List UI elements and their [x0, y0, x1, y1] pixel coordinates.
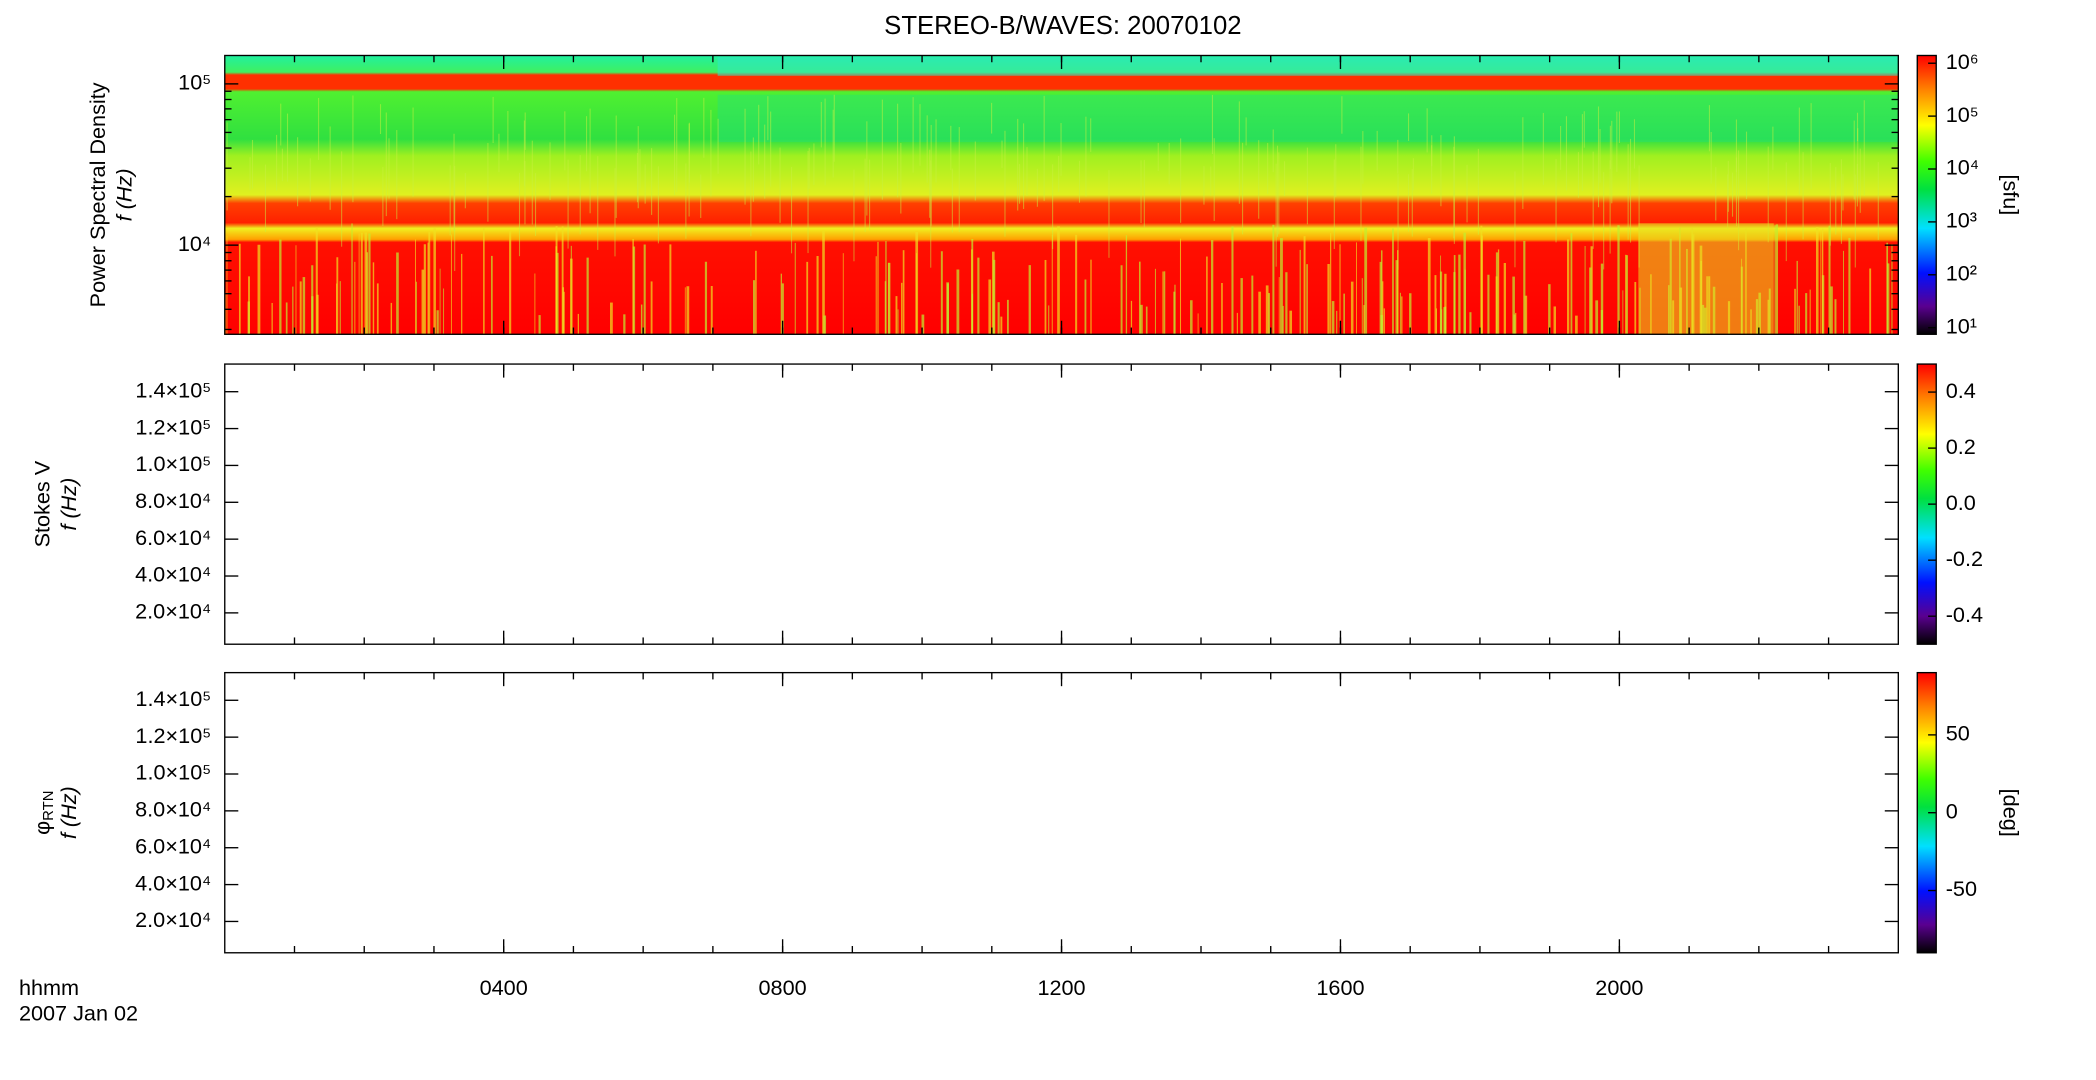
colorbar-tick-label: -0.2 — [1946, 546, 1983, 571]
y-tick-label: 2.0×10⁴ — [135, 599, 211, 624]
colorbar-tick-label: -0.4 — [1946, 602, 1983, 627]
y-tick-label: 1.0×10⁵ — [135, 760, 211, 785]
spectrogram-streaks — [224, 94, 1899, 335]
colorbar-tick-label: 10³ — [1946, 208, 1977, 233]
colorbar-tick-label: 10⁴ — [1946, 155, 1979, 180]
y-axis-label: f (Hz) — [112, 168, 137, 221]
colorbar-tick-label: 0 — [1946, 798, 1958, 823]
y-tick-label: 6.0×10⁴ — [135, 525, 211, 550]
x-axis-date: 2007 Jan 02 — [19, 1001, 138, 1026]
colorbar-tick-label: 0.2 — [1946, 434, 1976, 459]
colorbar-tick-label: 10² — [1946, 261, 1977, 286]
y-tick-label: 1.2×10⁵ — [135, 723, 211, 748]
chart-title: STEREO-B/WAVES: 20070102 — [884, 12, 1241, 40]
colorbar — [1916, 54, 1937, 335]
spectrogram-region — [717, 56, 1899, 76]
y-axis-label: Power Spectral Density — [85, 82, 110, 307]
colorbar-tick-label: 0.0 — [1946, 490, 1976, 515]
y-tick-label: 4.0×10⁴ — [135, 870, 211, 895]
colorbar-label: [sfu] — [1999, 174, 2024, 215]
y-axis-label-text: Stokes V — [29, 460, 54, 547]
x-tick-label: 1200 — [1037, 975, 1085, 1000]
spectrogram-region — [717, 94, 1899, 143]
y-axis-label-text: Power Spectral Density — [85, 82, 110, 307]
colorbar-tick-label: 10⁵ — [1946, 102, 1979, 127]
y-tick-label: 6.0×10⁴ — [135, 833, 211, 858]
y-axis-label: Stokes V — [29, 460, 54, 547]
y-tick-label: 4.0×10⁴ — [135, 562, 211, 587]
colorbar-tick-label: 50 — [1946, 721, 1970, 746]
y-tick-label: 10⁴ — [178, 231, 211, 256]
y-axis-label: f (Hz) — [56, 478, 81, 531]
y-axis-label: φRTN — [29, 791, 57, 835]
y-axis-label-text: φ — [29, 821, 54, 835]
y-tick-label: 1.0×10⁵ — [135, 451, 211, 476]
plot-frame — [224, 363, 1899, 645]
colorbar-tick-label: 0.4 — [1946, 378, 1976, 403]
colorbar-tick-label: -50 — [1946, 876, 1977, 901]
y-tick-label: 1.4×10⁵ — [135, 686, 211, 711]
colorbar-label: [deg] — [1999, 789, 2024, 837]
x-axis-label: hhmm — [19, 975, 79, 1000]
y-tick-label: 8.0×10⁴ — [135, 797, 211, 822]
x-tick-label: 0800 — [759, 975, 807, 1000]
plot-frame — [224, 671, 1899, 954]
y-axis-label: f (Hz) — [56, 786, 81, 839]
colorbar-tick-label: 10¹ — [1946, 313, 1977, 338]
y-tick-label: 8.0×10⁴ — [135, 488, 211, 513]
x-tick-label: 1600 — [1316, 975, 1364, 1000]
x-tick-label: 2000 — [1595, 975, 1643, 1000]
colorbar-tick-label: 10⁶ — [1946, 49, 1979, 74]
y-tick-label: 1.4×10⁵ — [135, 377, 211, 402]
y-tick-label: 1.2×10⁵ — [135, 414, 211, 439]
spectrogram-region — [1638, 223, 1774, 335]
y-axis-label-sub: RTN — [41, 791, 57, 821]
y-tick-label: 10⁵ — [178, 70, 211, 95]
y-tick-label: 2.0×10⁴ — [135, 907, 211, 932]
x-tick-label: 0400 — [480, 975, 528, 1000]
